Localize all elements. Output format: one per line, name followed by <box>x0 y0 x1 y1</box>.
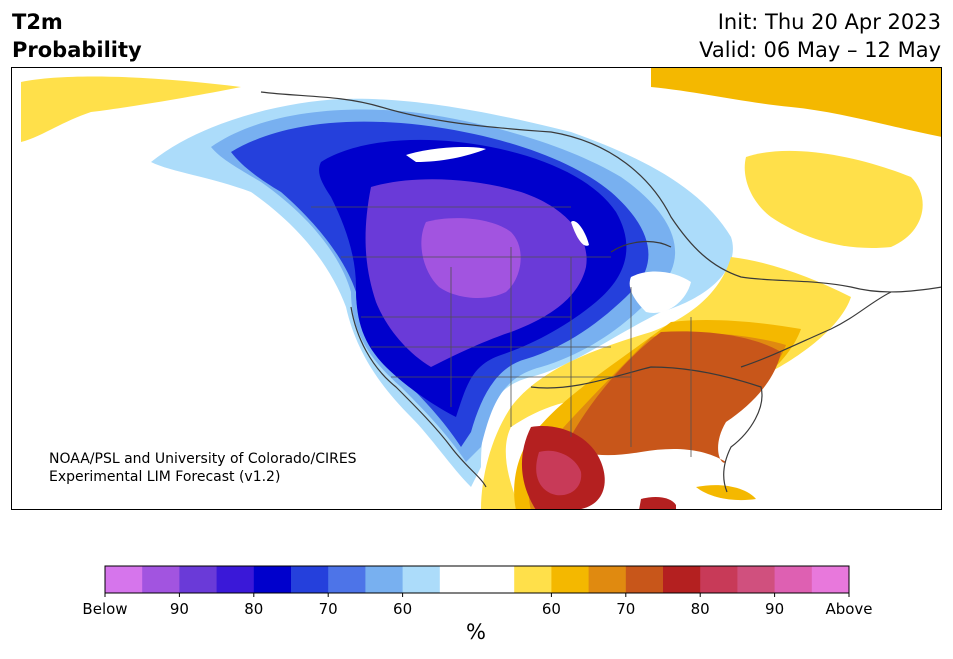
colorbar-tick-label: 80 <box>691 600 710 618</box>
region-below-core <box>421 218 521 299</box>
region-above-70 <box>566 331 781 463</box>
region-above-50-north <box>21 76 241 142</box>
colorbar-tick-label: 60 <box>393 600 412 618</box>
init-date: Init: Thu 20 Apr 2023 <box>717 10 941 34</box>
region-above-60-arctic <box>651 67 942 137</box>
colorbar-tick-label: Below <box>82 600 127 618</box>
region-above-60-cuba <box>696 485 756 501</box>
region-above-80-cuba <box>639 497 676 510</box>
credit-line-1: NOAA/PSL and University of Colorado/CIRE… <box>49 451 357 467</box>
coastline <box>260 91 942 493</box>
great-lakes <box>629 271 691 313</box>
credit-text: NOAA/PSL and University of Colorado/CIRE… <box>49 450 357 486</box>
forecast-map <box>11 67 942 510</box>
colorbar-swatch <box>663 566 701 593</box>
colorbar-tick-label: 70 <box>616 600 635 618</box>
valid-date: Valid: 06 May – 12 May <box>699 38 941 62</box>
colorbar-swatch <box>105 566 143 593</box>
colorbar-tick-label: 90 <box>765 600 784 618</box>
colorbar-swatch <box>142 566 180 593</box>
region-above-85 <box>536 450 582 496</box>
probability-title: Probability <box>12 38 142 62</box>
colorbar-swatch <box>588 566 627 593</box>
colorbar-tick-label: Above <box>825 600 872 618</box>
colorbar-tick-label: 90 <box>170 600 189 618</box>
colorbar-tick-label: 70 <box>319 600 338 618</box>
colorbar-tick-label: 60 <box>542 600 561 618</box>
variable-title: T2m <box>12 10 63 34</box>
colorbar-swatch <box>439 566 478 593</box>
colorbar-swatch <box>551 566 590 593</box>
credit-line-2: Experimental LIM Forecast (v1.2) <box>49 469 281 485</box>
colorbar-swatch <box>179 566 218 593</box>
lake-winnipeg <box>571 221 589 246</box>
colorbar-frame <box>104 565 850 594</box>
colorbar-swatch <box>216 566 255 593</box>
colorbar-swatch <box>737 566 776 593</box>
colorbar-tick-label: 80 <box>244 600 263 618</box>
date-block: Init: Thu 20 Apr 2023 Valid: 06 May – 12… <box>699 8 941 64</box>
title-block: T2m Probability <box>12 8 142 64</box>
colorbar-swatch <box>328 566 366 593</box>
colorbar-swatch <box>402 566 441 593</box>
state-borders <box>311 206 692 457</box>
hudson-bay-inlet <box>406 147 486 162</box>
colorbar-swatch <box>811 566 850 593</box>
colorbar-swatch <box>700 566 738 593</box>
colorbar-swatch <box>291 566 329 593</box>
colorbar-swatch <box>477 566 515 593</box>
colorbar: Below 90 80 70 60 60 70 80 90 Above <box>82 565 873 618</box>
colorbar-swatch <box>365 566 404 593</box>
colorbar-swatch <box>514 566 552 593</box>
colorbar-swatch <box>774 566 813 593</box>
region-above-50-east <box>744 150 923 248</box>
colorbar-swatch <box>625 566 664 593</box>
colorbar-swatch <box>253 566 292 593</box>
map-frame <box>11 67 942 510</box>
colorbar-unit: % <box>466 620 486 644</box>
